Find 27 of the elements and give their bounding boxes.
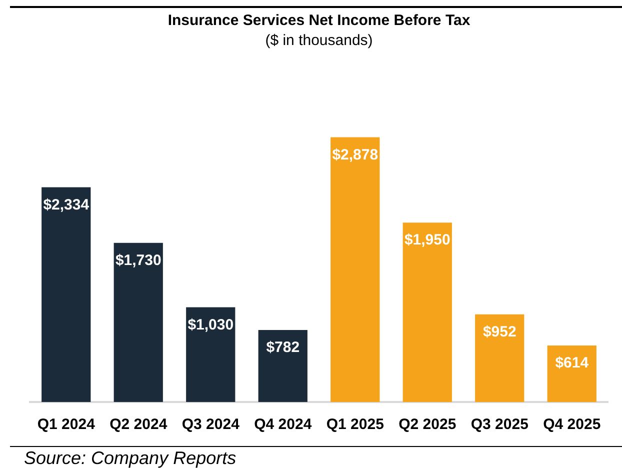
data-label: $1,730 (115, 252, 162, 269)
chart-title: Insurance Services Net Income Before Tax (168, 12, 471, 30)
data-label: $1,030 (188, 316, 234, 334)
data-label: $1,950 (404, 232, 450, 249)
bar (186, 307, 236, 402)
data-label: $782 (266, 339, 300, 356)
x-tick-label: Q1 2025 (326, 416, 384, 434)
bar (402, 222, 452, 402)
x-tick-label: Q3 2025 (470, 416, 528, 434)
bar (475, 314, 524, 402)
chart-subtitle: ($ in thousands) (265, 32, 373, 50)
bar (258, 330, 308, 402)
data-label: $2,878 (332, 146, 378, 164)
bar (547, 346, 596, 402)
data-label: $2,334 (43, 196, 90, 214)
data-label: $614 (555, 354, 590, 372)
bar (114, 242, 163, 402)
x-tick-label: Q2 2025 (398, 416, 456, 434)
source-note: Source: Company Reports (24, 448, 236, 468)
x-tick-label: Q1 2024 (37, 416, 96, 434)
x-tick-label: Q2 2024 (110, 416, 168, 434)
x-tick-label: Q4 2025 (543, 416, 601, 434)
x-tick-label: Q3 2024 (182, 416, 240, 434)
x-tick-label: Q4 2024 (254, 416, 312, 434)
data-label: $952 (482, 324, 516, 341)
bar (42, 187, 91, 402)
bar (330, 137, 380, 402)
